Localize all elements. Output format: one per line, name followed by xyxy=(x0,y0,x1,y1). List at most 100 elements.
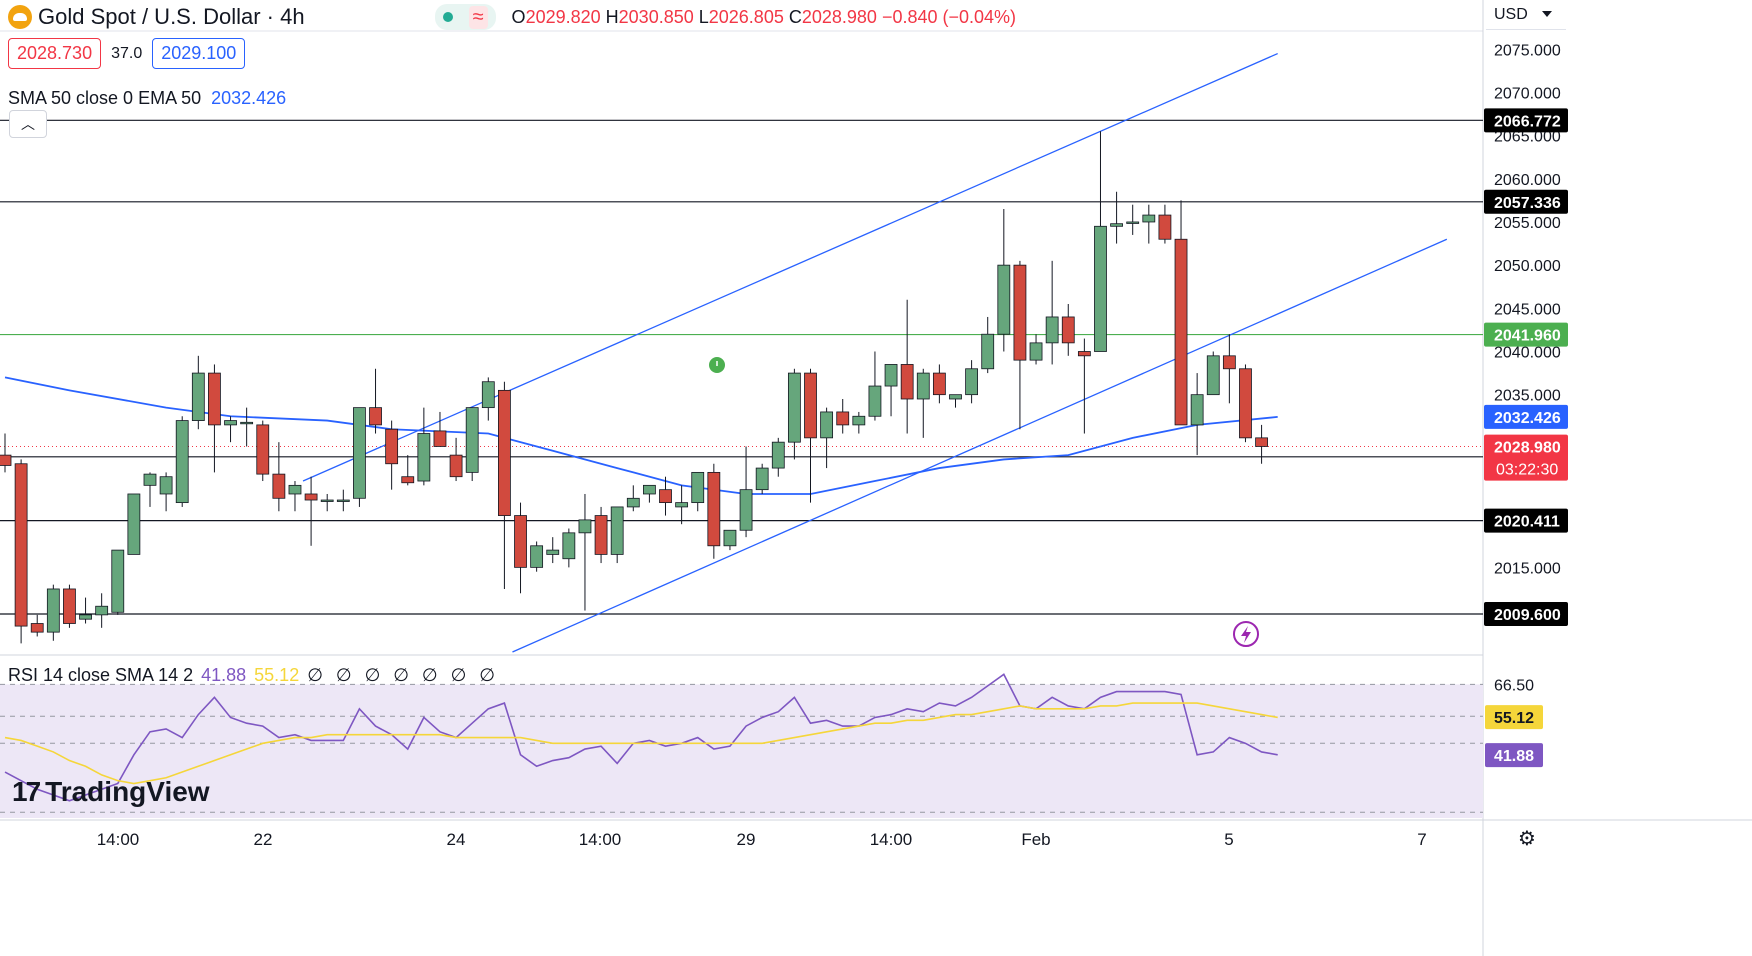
price-tick-label: 2075.000 xyxy=(1494,42,1561,59)
candle-body xyxy=(546,549,560,555)
candle-body xyxy=(1222,355,1236,370)
horizontal-levels xyxy=(0,119,1483,615)
price-badge-label: 2041.960 xyxy=(1494,328,1561,345)
chevron-up-icon: ︿ xyxy=(21,116,35,132)
tv-logo-icon: 17 xyxy=(12,776,41,807)
candle-body xyxy=(1142,214,1156,223)
symbol-header: Gold Spot / U.S. Dollar · 4h ≈ O2029.820… xyxy=(0,0,1016,34)
candle-body xyxy=(1174,238,1188,426)
candle-body xyxy=(643,484,656,495)
price-badge: 2032.426 xyxy=(1484,404,1568,429)
candle xyxy=(1142,204,1156,244)
candle-body xyxy=(594,515,608,555)
time-tick-label: 7 xyxy=(1417,830,1426,849)
time-tick-label: 14:00 xyxy=(579,830,622,849)
rsi-sma-line xyxy=(4,702,1278,785)
price-badge-bg xyxy=(1484,108,1568,133)
candle-body xyxy=(14,463,28,627)
price-badge: 2057.336 xyxy=(1484,189,1568,214)
candle-body xyxy=(1158,214,1172,240)
candle xyxy=(578,493,592,611)
candle-body xyxy=(707,471,721,547)
candle-body xyxy=(417,433,431,482)
sell-price-button[interactable]: 2028.730 xyxy=(8,38,102,69)
candle xyxy=(787,368,801,460)
candle xyxy=(369,368,382,434)
price-badge: 2041.960 xyxy=(1484,322,1568,347)
ohlc-readout: O2029.820 H2030.850 L2026.805 C2028.980 … xyxy=(512,7,1017,28)
candle xyxy=(1174,200,1188,426)
candle xyxy=(804,368,817,503)
change-value: −0.840 (−0.04%) xyxy=(881,6,1017,27)
tradingview-logo[interactable]: 17 TradingView xyxy=(12,776,210,808)
candle-body xyxy=(46,588,60,633)
candle xyxy=(707,463,721,559)
candle xyxy=(1158,204,1172,244)
price-badge-label: 2009.600 xyxy=(1494,607,1561,624)
collapse-legend-button[interactable]: ︿ xyxy=(9,110,47,138)
ema-legend[interactable]: SMA 50 close 0 EMA 50 2032.426 xyxy=(8,88,286,109)
candle-body xyxy=(755,467,769,491)
candle-body xyxy=(852,415,866,426)
candle xyxy=(932,364,946,404)
gold-symbol-icon[interactable] xyxy=(8,5,32,29)
candle-body xyxy=(578,519,592,534)
market-status-pill[interactable]: ≈ xyxy=(434,4,496,30)
price-badge: 2028.980 03:22:30 xyxy=(1484,434,1568,481)
candle xyxy=(643,484,656,503)
candle-body xyxy=(63,588,76,624)
candle-body xyxy=(530,545,544,568)
price-badge-label: 2066.772 xyxy=(1494,113,1561,130)
candle xyxy=(691,471,705,512)
trend-channel xyxy=(302,52,1448,653)
candle-body xyxy=(1045,316,1059,344)
buy-price-button[interactable]: 2029.100 xyxy=(152,38,246,69)
candle-body xyxy=(1206,355,1220,396)
candle xyxy=(111,549,125,615)
candle xyxy=(481,377,495,421)
rsi-legend-label: RSI 14 close SMA 14 2 xyxy=(8,665,194,685)
price-badge: 2020.411 xyxy=(1484,508,1568,533)
price-tick-label: 2065.000 xyxy=(1494,129,1561,146)
price-tick-label: 2045.000 xyxy=(1494,301,1561,318)
candle xyxy=(981,316,995,374)
candle-body xyxy=(787,372,801,443)
candle-body xyxy=(0,454,12,466)
candle xyxy=(1255,424,1268,464)
candle-body xyxy=(256,424,270,475)
candle-body xyxy=(353,407,366,499)
rsi-legend[interactable]: RSI 14 close SMA 14 2 41.88 55.12 ∅ ∅ ∅ ∅ ∅… xyxy=(8,665,499,686)
settings-gear-icon[interactable]: ⚙ xyxy=(1518,828,1536,850)
candle xyxy=(0,433,12,473)
candle-body xyxy=(884,364,898,387)
candle-body xyxy=(481,381,495,409)
candle-body xyxy=(1061,316,1075,344)
data-delay-wave-icon: ≈ xyxy=(468,5,488,29)
candle xyxy=(836,398,850,434)
symbol-title[interactable]: Gold Spot / U.S. Dollar · 4h xyxy=(38,4,305,29)
price-badge: 2066.772 xyxy=(1484,108,1568,133)
time-tick-label: 29 xyxy=(737,830,756,849)
time-tick-label: Feb xyxy=(1021,830,1050,849)
candle-body xyxy=(449,454,463,478)
candle xyxy=(208,364,221,473)
candle xyxy=(546,537,560,564)
candle xyxy=(1222,334,1236,404)
candle-body xyxy=(981,333,995,370)
candle-body xyxy=(1110,223,1123,227)
ema-legend-label: SMA 50 close 0 EMA 50 xyxy=(8,88,202,108)
candle-body xyxy=(932,372,946,396)
candle xyxy=(1013,260,1027,430)
candle-body xyxy=(626,497,640,508)
rsi-badge-bg xyxy=(1485,705,1543,730)
candle xyxy=(79,597,92,624)
currency-selector[interactable]: USD xyxy=(1486,0,1566,30)
candle-body xyxy=(659,489,672,504)
time-tick-label: 14:00 xyxy=(97,830,140,849)
price-axis: 2015.000 2035.000 2040.000 2045.000 2050.000… xyxy=(1484,42,1568,768)
rsi-tick-label: 66.50 xyxy=(1494,677,1534,694)
candle xyxy=(191,355,205,430)
candle-body xyxy=(401,476,415,484)
time-tick-label: 14:00 xyxy=(870,830,913,849)
